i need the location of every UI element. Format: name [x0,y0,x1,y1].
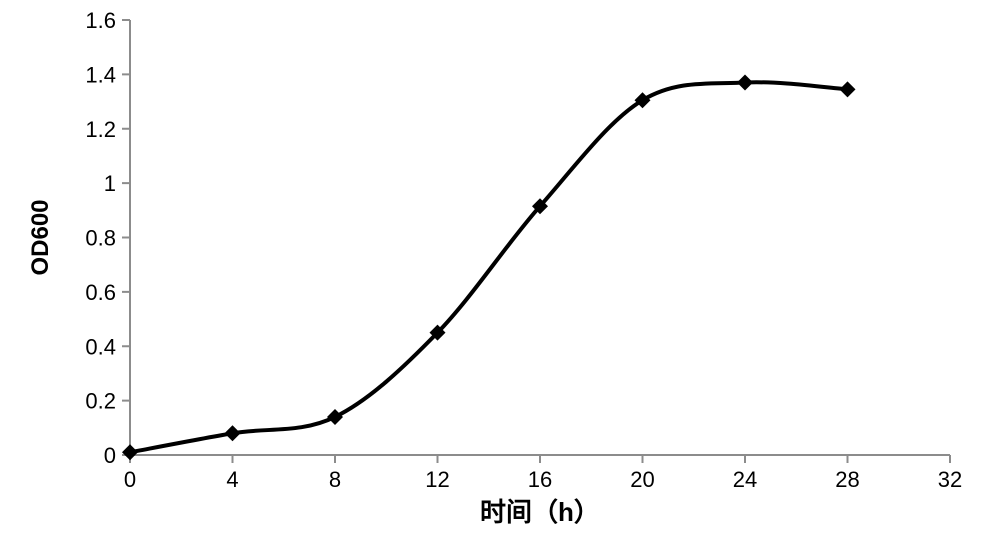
x-axis-label: 时间（h） [480,497,600,527]
y-tick-label: 1 [104,171,116,196]
y-tick-label: 1.4 [85,62,116,87]
data-marker [840,81,856,97]
y-tick-label: 0.6 [85,280,116,305]
x-tick-label: 4 [226,467,238,492]
data-marker [327,409,343,425]
x-tick-label: 24 [733,467,757,492]
y-tick-label: 0 [104,443,116,468]
x-tick-label: 8 [329,467,341,492]
x-tick-label: 12 [425,467,449,492]
growth-curve-chart: 0 0.2 0.4 0.6 0.8 1 1.2 1.4 1.6 0 4 8 12 16 20 24 28 32 OD… [0,0,1000,545]
data-marker [122,444,138,460]
y-tick-label: 1.2 [85,117,116,142]
x-tick-label: 28 [835,467,859,492]
y-tick-label: 0.8 [85,226,116,251]
x-tick-label: 32 [938,467,962,492]
x-tick-label: 20 [630,467,654,492]
y-tick-label: 0.2 [85,389,116,414]
y-tick-label: 1.6 [85,8,116,33]
x-tick-label: 0 [124,467,136,492]
y-tick-label: 0.4 [85,334,116,359]
y-axis-label: OD600 [27,199,54,275]
chart-container: 0 0.2 0.4 0.6 0.8 1 1.2 1.4 1.6 0 4 8 12 16 20 24 28 32 OD… [0,0,1000,545]
data-marker [225,425,241,441]
x-tick-label: 16 [528,467,552,492]
data-marker [737,75,753,91]
series-line [130,82,848,452]
